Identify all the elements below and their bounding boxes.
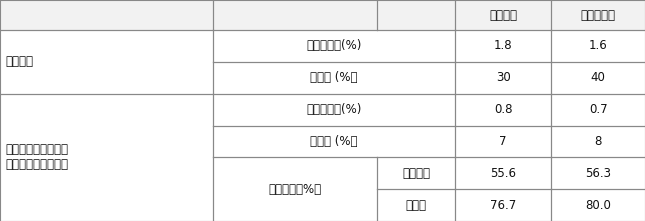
Text: 7: 7 (499, 135, 507, 148)
Bar (0, 94, 213, 221)
Text: 80.0: 80.0 (585, 199, 611, 211)
Text: 40: 40 (591, 71, 606, 84)
Text: 岳普湖县: 岳普湖县 (489, 9, 517, 21)
Bar (551, 0, 645, 30)
Bar (455, 126, 551, 157)
Bar (455, 62, 551, 94)
Text: 土壤盐分: 土壤盐分 (402, 167, 430, 180)
Bar (213, 157, 377, 221)
Bar (213, 30, 455, 62)
Bar (455, 189, 551, 221)
Bar (455, 0, 551, 30)
Text: 使用实施例二制备的
碱化土壤改良剂后。: 使用实施例二制备的 碱化土壤改良剂后。 (5, 143, 68, 171)
Text: 土壤含盐量(%): 土壤含盐量(%) (306, 40, 361, 52)
Text: 使用前。: 使用前。 (5, 55, 33, 68)
Bar (551, 157, 645, 189)
Text: 0.7: 0.7 (589, 103, 608, 116)
Text: 碱化度 (%）: 碱化度 (%） (310, 71, 357, 84)
Bar (551, 30, 645, 62)
Bar (0, 30, 213, 94)
Bar (551, 126, 645, 157)
Bar (377, 189, 455, 221)
Text: 1.6: 1.6 (589, 40, 608, 52)
Text: 76.7: 76.7 (490, 199, 516, 211)
Text: 土壤含盐量(%): 土壤含盐量(%) (306, 103, 361, 116)
Text: 56.3: 56.3 (585, 167, 611, 180)
Text: 碱化度: 碱化度 (406, 199, 426, 211)
Text: 30: 30 (496, 71, 510, 84)
Bar (551, 189, 645, 221)
Bar (213, 126, 455, 157)
Text: 察布查尔县: 察布查尔县 (580, 9, 616, 21)
Text: 1.8: 1.8 (494, 40, 512, 52)
Text: 8: 8 (595, 135, 602, 148)
Bar (213, 94, 455, 126)
Text: 0.8: 0.8 (494, 103, 512, 116)
Text: 55.6: 55.6 (490, 167, 516, 180)
Bar (213, 0, 377, 30)
Bar (551, 62, 645, 94)
Text: 碱化度 (%）: 碱化度 (%） (310, 135, 357, 148)
Bar (377, 157, 455, 189)
Bar (455, 94, 551, 126)
Text: 降幅比例（%）: 降幅比例（%） (268, 183, 322, 196)
Bar (455, 30, 551, 62)
Bar (0, 0, 213, 30)
Bar (455, 157, 551, 189)
Bar (213, 62, 455, 94)
Bar (377, 0, 455, 30)
Bar (551, 94, 645, 126)
